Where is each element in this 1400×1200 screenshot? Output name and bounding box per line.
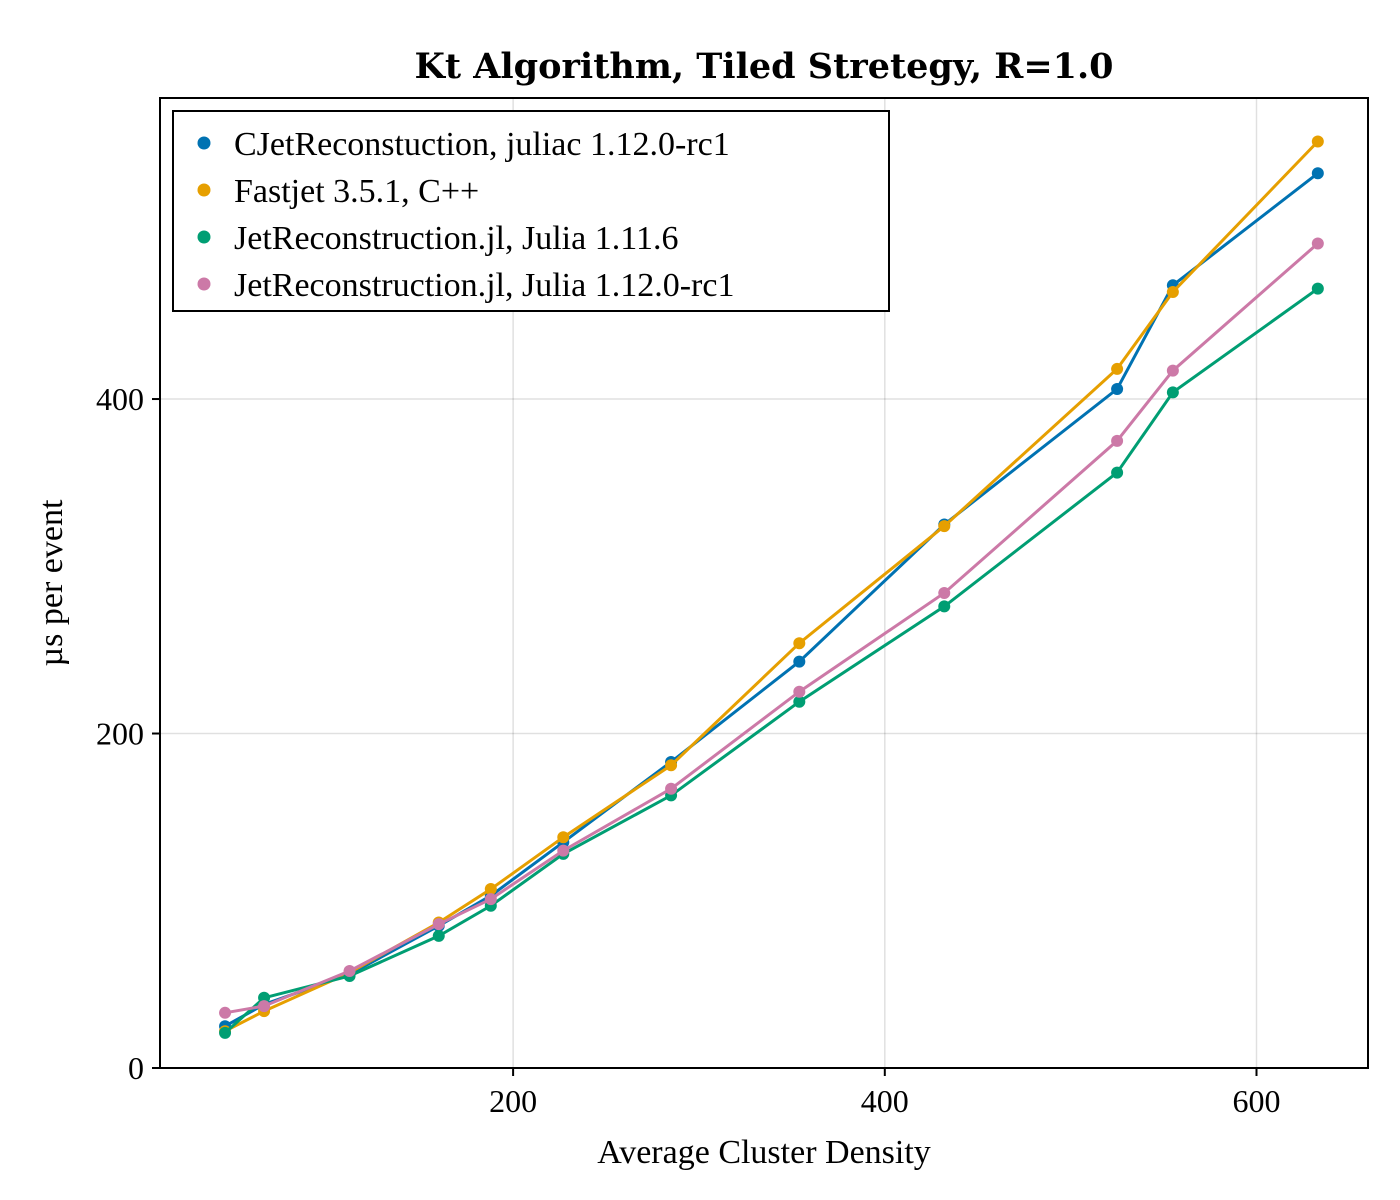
legend-marker bbox=[197, 230, 211, 244]
data-point bbox=[665, 782, 678, 795]
data-point bbox=[1311, 282, 1324, 295]
data-point bbox=[1166, 286, 1179, 298]
data-point bbox=[258, 1000, 271, 1013]
data-point bbox=[1111, 434, 1124, 447]
data-point bbox=[938, 587, 951, 600]
data-point bbox=[258, 991, 271, 1004]
series-line bbox=[223, 287, 1319, 1035]
data-point bbox=[938, 600, 951, 613]
x-tick-label: 400 bbox=[861, 1083, 909, 1119]
data-point bbox=[793, 695, 806, 708]
y-axis-label: µs per event bbox=[33, 499, 70, 666]
axis-ticks: 200 400 600 0 200 400 bbox=[96, 381, 1280, 1119]
data-point bbox=[938, 520, 951, 533]
data-point bbox=[432, 918, 445, 931]
plot-frame bbox=[159, 97, 1369, 1069]
y-tick-label: 200 bbox=[96, 716, 144, 752]
data-point bbox=[793, 685, 806, 698]
legend-item: Fastjet 3.5.1, C++ bbox=[197, 173, 479, 210]
data-point bbox=[1311, 237, 1324, 250]
data-point bbox=[665, 759, 678, 772]
data-point bbox=[343, 965, 356, 977]
chart-title: Kt Algorithm, Tiled Stretegy, R=1.0 bbox=[414, 46, 1113, 87]
legend-label: CJetReconstuction, juliac 1.12.0-rc1 bbox=[234, 126, 730, 163]
legend-label: Fastjet 3.5.1, C++ bbox=[234, 173, 479, 210]
legend-marker bbox=[197, 183, 211, 197]
x-tick-label: 600 bbox=[1232, 1083, 1280, 1119]
legend-marker bbox=[197, 277, 211, 291]
series-4 bbox=[219, 237, 1324, 1019]
data-point bbox=[1311, 135, 1324, 148]
data-point bbox=[1166, 386, 1179, 399]
x-axis-label: Average Cluster Density bbox=[597, 1134, 931, 1171]
series-line bbox=[224, 242, 1319, 1015]
data-point bbox=[557, 831, 570, 844]
series-3 bbox=[219, 282, 1324, 1039]
data-point bbox=[484, 883, 497, 896]
data-point bbox=[1111, 362, 1124, 375]
data-point bbox=[1111, 383, 1124, 395]
data-point bbox=[432, 929, 445, 942]
data-point bbox=[557, 844, 570, 857]
data-point bbox=[1311, 167, 1324, 180]
data-point bbox=[484, 893, 497, 906]
data-point bbox=[1111, 466, 1124, 479]
y-tick-label: 0 bbox=[128, 1050, 144, 1086]
data-point bbox=[219, 1006, 232, 1019]
legend-item: JetReconstruction.jl, Julia 1.12.0-rc1 bbox=[197, 267, 734, 304]
x-tick-label: 200 bbox=[489, 1083, 537, 1119]
data-point bbox=[793, 637, 806, 650]
legend-label: JetReconstruction.jl, Julia 1.11.6 bbox=[234, 220, 678, 257]
legend-box bbox=[172, 110, 890, 312]
series bbox=[219, 135, 1324, 1039]
legend-item: JetReconstruction.jl, Julia 1.11.6 bbox=[197, 220, 678, 257]
legend-marker bbox=[197, 136, 211, 150]
data-point bbox=[219, 1026, 232, 1039]
data-point bbox=[1166, 364, 1179, 377]
legend-label: JetReconstruction.jl, Julia 1.12.0-rc1 bbox=[234, 267, 734, 304]
legend: CJetReconstuction, juliac 1.12.0-rc1 Fast… bbox=[172, 110, 890, 312]
y-tick-label: 400 bbox=[96, 381, 144, 417]
legend-item: CJetReconstuction, juliac 1.12.0-rc1 bbox=[197, 126, 730, 163]
data-point bbox=[793, 655, 806, 668]
